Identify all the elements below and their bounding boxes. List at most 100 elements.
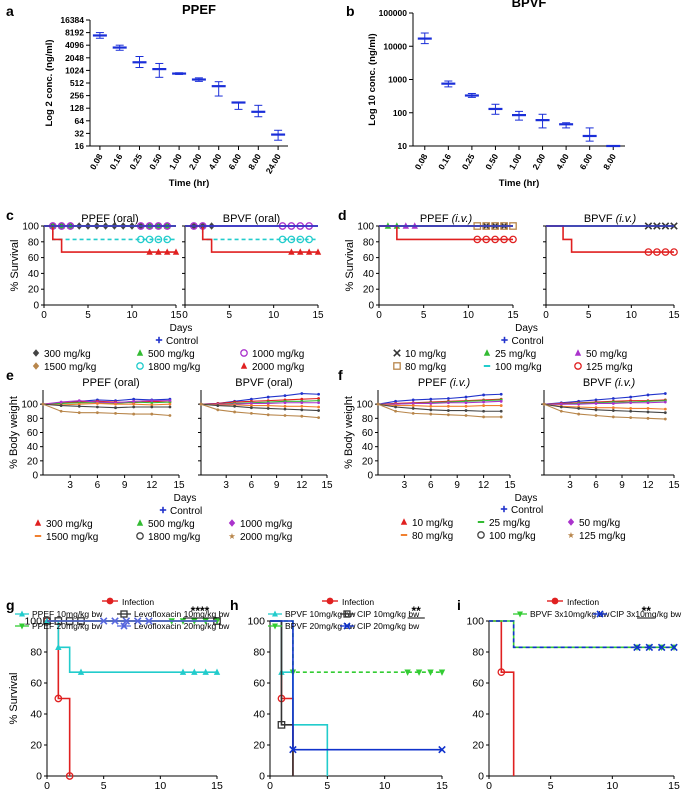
x-tick-label: 0 [376, 310, 382, 321]
marker-shape [136, 349, 144, 356]
series-line [42, 400, 170, 405]
marker-shape [191, 668, 198, 675]
marker-shape [661, 248, 670, 256]
legend-marker [240, 362, 248, 369]
series-marker [305, 248, 313, 255]
legend-label: 300 mg/kg [44, 349, 91, 360]
series-marker [287, 235, 296, 244]
marker-shape [136, 519, 144, 526]
marker-shape [19, 623, 25, 630]
legend-label: Infection [567, 597, 599, 607]
series-marker [429, 408, 433, 412]
y-tick-label: 80 [363, 237, 375, 248]
y-tick-label: 80 [253, 647, 265, 659]
series-marker [168, 405, 172, 409]
series-marker [266, 413, 270, 417]
subplot: 3 6 9 12 15 BPVF (i.v.) [541, 377, 680, 491]
series-line [377, 403, 502, 407]
marker-shape [343, 610, 351, 618]
series-marker [497, 668, 506, 677]
legend-label: 2000 mg/kg [240, 532, 292, 543]
legend-marker [343, 622, 351, 630]
legend-label: 125 mg/kg [586, 362, 633, 373]
series-marker [633, 643, 641, 652]
series-marker [670, 643, 678, 652]
x-tick-label: 10 [626, 310, 638, 321]
series-marker [114, 411, 117, 415]
series-marker [447, 397, 450, 400]
x-tick-label: 3 [402, 480, 408, 491]
legend-label: 500 mg/kg [148, 349, 195, 360]
legend-marker [159, 506, 167, 514]
series-marker [233, 410, 237, 414]
legend-marker [567, 518, 575, 526]
series-marker [491, 235, 499, 244]
series-marker [96, 411, 99, 415]
legend-label: 1500 mg/kg [46, 532, 98, 543]
marker-shape [297, 248, 304, 255]
series-marker [646, 407, 650, 410]
series-marker [277, 721, 286, 729]
series-marker [447, 409, 450, 412]
chart-f: 0 20 40 60 80 100 3 6 9 12 15 PPEF (i.v.) 3 6 9 12 15 BPV… [343, 377, 680, 542]
y-tick-label: 1024 [65, 65, 84, 75]
x-tick-label: 5 [85, 310, 91, 321]
marker-shape [228, 519, 236, 527]
x-axis-label: Days [170, 323, 193, 334]
y-tick-label: 2048 [65, 53, 84, 63]
marker-shape [154, 235, 163, 244]
subplot-title: PPEF (oral) [81, 213, 138, 225]
legend-marker [32, 349, 40, 357]
marker-shape [645, 643, 654, 652]
legend-marker [326, 597, 334, 605]
legend-label: 100 mg/kg [489, 531, 536, 542]
series-marker [132, 397, 136, 401]
legend-item: 1500 mg/kg [34, 532, 98, 543]
marker-shape [240, 362, 248, 369]
series-marker [577, 407, 581, 410]
marker-shape [653, 248, 661, 256]
y-tick-label: 20 [253, 740, 265, 752]
legend-item: 1800 mg/kg [136, 362, 200, 373]
series-marker [300, 404, 304, 408]
x-tick-label: 10 [126, 310, 138, 321]
legend-item: 50 mg/kg [574, 349, 627, 360]
legend-marker [551, 597, 559, 605]
panel-label-a: a [6, 3, 14, 19]
marker-shape [111, 617, 119, 625]
marker-shape [136, 532, 144, 540]
series-marker [191, 668, 198, 675]
legend-marker: ★ [567, 530, 574, 540]
marker-shape [146, 248, 153, 255]
series-marker [150, 405, 154, 409]
x-tick-label: 10 [268, 310, 280, 321]
marker-shape [500, 235, 508, 244]
legend-item: CIP 3x10mg/kg bw [593, 609, 682, 619]
x-tick-label: 5 [324, 780, 330, 792]
marker-shape [136, 235, 145, 244]
series-marker [300, 414, 304, 418]
pk-chart-a: 1632641282565121024204840968192163840.08… [44, 2, 288, 189]
series-marker [415, 669, 423, 676]
legend-label: 10 mg/kg [405, 349, 446, 360]
x-tick-label: 12 [478, 480, 490, 491]
series-marker [150, 401, 154, 405]
subplot-title-main: PPEF [418, 377, 450, 389]
panel-label-e: e [6, 367, 14, 383]
series-marker [283, 404, 287, 408]
series-line [200, 403, 319, 419]
x-axis-label: Time (hr) [169, 178, 209, 189]
legend-item: Levofloxacin 10mg/kg bw [117, 609, 230, 619]
x-tick-label: 6 [95, 480, 101, 491]
series-marker [663, 411, 667, 415]
legend-marker: ★ [228, 531, 235, 541]
y-tick-label: 8192 [65, 28, 84, 38]
series-marker [250, 397, 253, 401]
marker-shape [491, 235, 499, 244]
legend-marker [500, 505, 508, 513]
subplot-title-main: BPVF [584, 213, 616, 225]
marker-shape [574, 349, 582, 356]
series-line [270, 620, 442, 751]
panel-label-f: f [338, 367, 343, 383]
marker-shape [633, 643, 641, 652]
